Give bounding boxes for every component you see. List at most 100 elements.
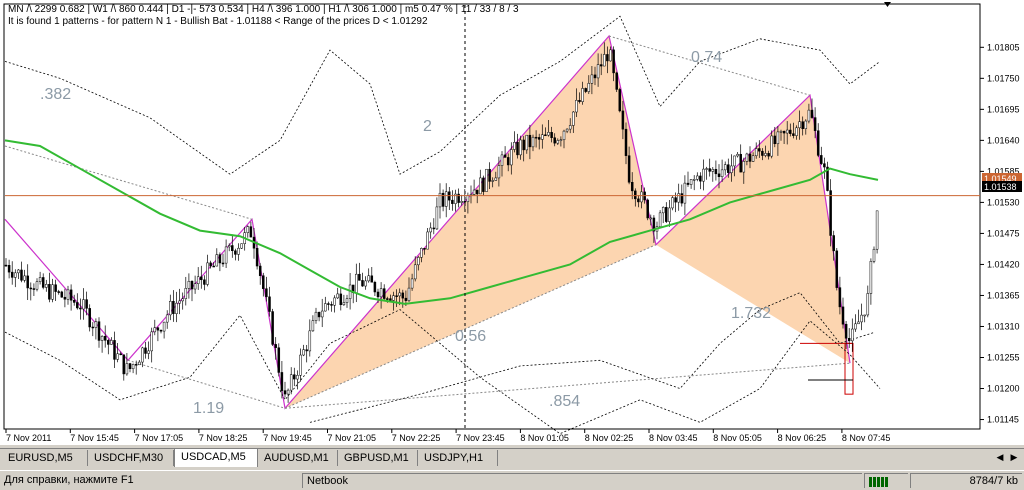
candle (646, 198, 649, 221)
candle (342, 294, 346, 306)
candle (227, 243, 231, 252)
candle (609, 46, 612, 62)
candle (488, 162, 491, 189)
price-tick-label: 1.01750 (987, 73, 1020, 83)
candle (711, 167, 715, 182)
status-profile[interactable]: Netbook (302, 473, 862, 488)
envelope-band-line (4, 15, 881, 175)
candle (860, 303, 863, 331)
price-tick-label: 1.01420 (987, 259, 1020, 269)
candle (249, 221, 253, 238)
candle (289, 367, 293, 395)
candle (736, 152, 739, 158)
candle (320, 298, 324, 328)
candle (17, 269, 20, 280)
candle (677, 183, 680, 211)
candle (829, 179, 832, 247)
candle (634, 188, 637, 207)
candle (578, 92, 581, 104)
candle (804, 119, 808, 135)
candle (401, 289, 405, 308)
chart-tab-audusd-m1[interactable]: AUDUSD,M1 (258, 450, 338, 466)
candle (779, 129, 783, 141)
candle (305, 344, 308, 363)
price-tick-label: 1.01805 (987, 42, 1020, 52)
candle (537, 133, 541, 150)
candle (85, 291, 88, 316)
chart-tab-gbpusd-m1[interactable]: GBPUSD,M1 (338, 450, 418, 466)
candle (376, 288, 380, 304)
candle (57, 289, 60, 295)
candle (686, 171, 690, 187)
candle (720, 159, 724, 182)
tab-scroll-left-icon[interactable]: ◀ (996, 452, 1004, 462)
candle (382, 284, 386, 300)
candle (327, 301, 330, 311)
candle (689, 179, 693, 189)
candle (26, 264, 29, 300)
candle (754, 142, 758, 159)
candle (122, 354, 126, 381)
candle (835, 247, 839, 291)
candle (234, 248, 237, 261)
candle (739, 144, 742, 173)
candle (745, 152, 749, 166)
ratio-label-074: 0.74 (691, 49, 722, 66)
candle (510, 142, 513, 175)
candle (857, 309, 860, 325)
candle (20, 261, 23, 283)
time-tick-label: 8 Nov 03:45 (649, 433, 698, 443)
candle (863, 314, 866, 323)
candle (420, 247, 423, 263)
candle (169, 294, 172, 321)
chart-shift-marker-icon[interactable] (884, 2, 891, 7)
candle (441, 189, 445, 212)
chart-tab-eurusd-m5[interactable]: EURUSD,M5 (2, 450, 88, 466)
chart-tab-usdcad-m5[interactable]: USDCAD,M5 (174, 448, 258, 467)
time-tick-label: 8 Nov 07:45 (842, 433, 891, 443)
tab-scroll-right-icon[interactable]: ▶ (1010, 452, 1018, 462)
candle (485, 168, 488, 192)
candle (472, 179, 476, 196)
candle (767, 150, 770, 160)
candle (568, 118, 572, 134)
candle (630, 172, 634, 200)
candle (534, 130, 538, 148)
candle (165, 310, 169, 329)
candle (627, 146, 631, 185)
candle (407, 277, 411, 302)
ratio-label-854: .854 (549, 393, 580, 410)
candle (280, 361, 284, 399)
candle (519, 135, 522, 160)
envelope-band-line (4, 309, 881, 435)
price-chart[interactable]: 1.018051.017501.016951.016401.015851.015… (0, 0, 1024, 445)
candle (48, 272, 51, 303)
chart-tab-usdchf-m30[interactable]: USDCHF,M30 (88, 450, 174, 466)
candle (541, 124, 544, 149)
candle (265, 276, 268, 302)
candle (4, 258, 8, 267)
chart-tab-usdjpy-h1[interactable]: USDJPY,H1 (418, 450, 498, 466)
candle (624, 122, 628, 165)
candle (795, 125, 798, 140)
candle (612, 46, 615, 82)
candle (432, 218, 436, 235)
candle (872, 246, 876, 264)
candle (299, 348, 302, 382)
candle (758, 140, 761, 158)
candle (714, 160, 718, 181)
candle (196, 267, 200, 290)
candle (237, 243, 240, 261)
time-tick-label: 7 Nov 19:45 (263, 433, 312, 443)
candle (410, 273, 414, 291)
candle (63, 288, 67, 308)
candle (723, 161, 727, 176)
candle (801, 116, 804, 136)
ratio-label-056: 0.56 (455, 328, 486, 345)
candle (203, 275, 206, 291)
candle (708, 158, 711, 177)
candle (820, 146, 823, 166)
pattern-status-text: It is found 1 patterns - for pattern N 1… (8, 16, 428, 27)
chart-window[interactable]: 1.01805 1.01750 1.01695 1.01640 1.01585 1.015… (0, 0, 1024, 445)
candle (215, 248, 219, 267)
